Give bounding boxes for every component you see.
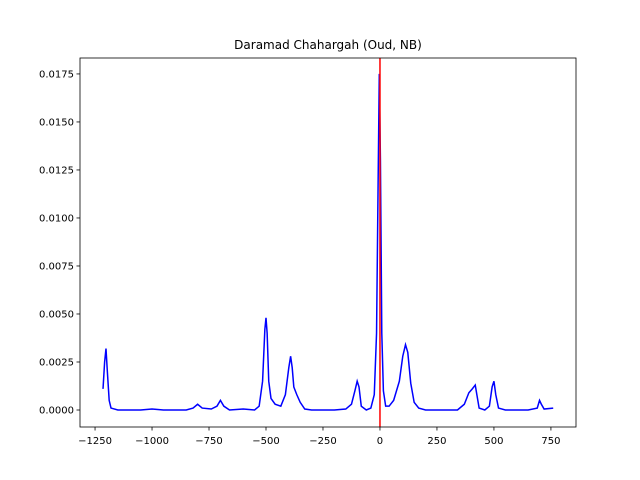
y-tick-label: 0.0000 xyxy=(39,406,74,417)
chart-title: Daramad Chahargah (Oud, NB) xyxy=(234,38,422,52)
x-tick-label: −750 xyxy=(195,436,222,447)
y-tick-label: 0.0075 xyxy=(39,261,74,272)
x-tick-label: 0 xyxy=(377,436,383,447)
x-tick-label: −1000 xyxy=(135,436,169,447)
plot-frame xyxy=(79,57,577,428)
x-tick-label: 500 xyxy=(484,436,503,447)
y-tick-label: 0.0125 xyxy=(39,165,74,176)
y-tick-label: 0.0150 xyxy=(39,117,74,128)
y-tick-label: 0.0050 xyxy=(39,309,74,320)
y-tick-label: 0.0025 xyxy=(39,357,74,368)
y-tick-label: 0.0100 xyxy=(39,213,74,224)
y-tick-label: 0.0175 xyxy=(39,69,74,80)
x-tick-label: 750 xyxy=(541,436,560,447)
x-tick-label: −250 xyxy=(309,436,336,447)
x-tick-label: 250 xyxy=(427,436,446,447)
x-tick-label: −500 xyxy=(252,436,279,447)
x-tick-label: −1250 xyxy=(78,436,112,447)
data-line xyxy=(102,73,554,411)
